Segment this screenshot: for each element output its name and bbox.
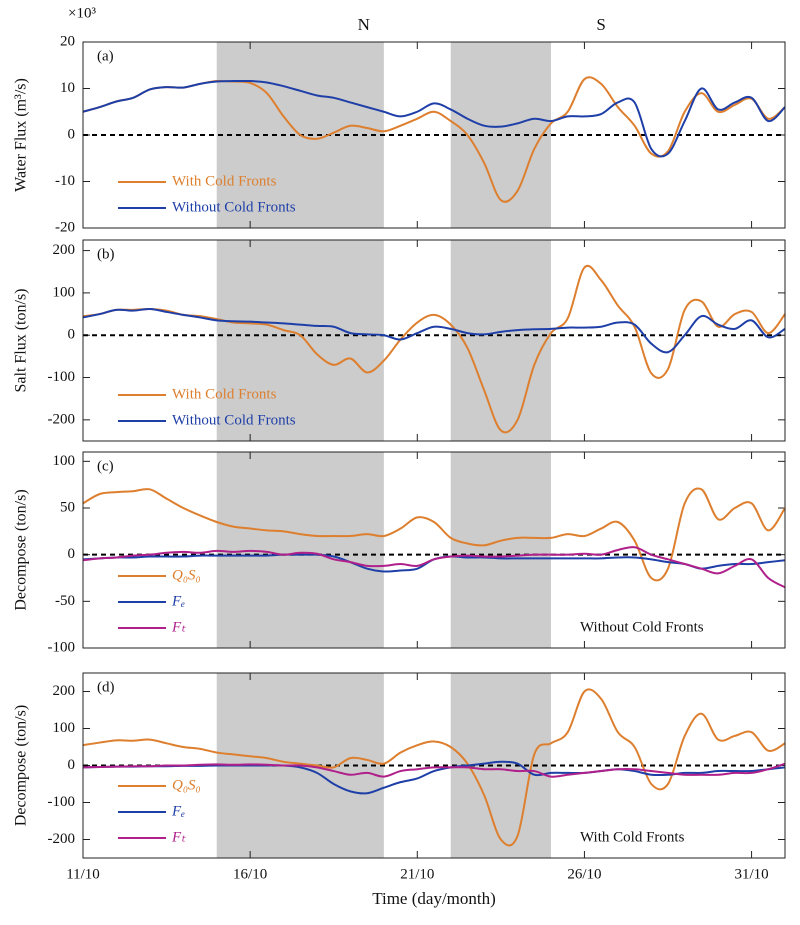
- legend-label: Without Cold Fronts: [172, 412, 296, 428]
- legend-label: Without Cold Fronts: [172, 199, 296, 215]
- panel-label: (c): [97, 458, 114, 474]
- series-line: [82, 760, 786, 795]
- legend-label: Q₀S₀: [172, 777, 201, 793]
- shaded-period: [216, 452, 384, 648]
- y-axis-label: Decompose (ton/s): [13, 705, 30, 826]
- panel-label: (a): [97, 48, 114, 64]
- legend-label: Fₜ: [171, 829, 186, 845]
- x-axis-label: Time (day/month): [372, 889, 496, 908]
- panel-note: Without Cold Fronts: [580, 619, 704, 635]
- series-line: [82, 264, 786, 434]
- series-line: [82, 487, 786, 582]
- y-axis-label: Water Flux (m³/s): [13, 78, 30, 192]
- y-tick-label: 200: [53, 242, 76, 258]
- x-tick-label: 16/10: [233, 866, 267, 882]
- series-line: [82, 307, 786, 354]
- series-line: [82, 79, 786, 158]
- y-tick-label: 50: [60, 499, 75, 515]
- y-tick-label: 0: [68, 126, 76, 142]
- y-tick-label: 100: [53, 453, 76, 469]
- plot-frame: [82, 672, 786, 859]
- y-tick-label: 200: [53, 683, 76, 699]
- legend-label: Q₀S₀: [172, 567, 201, 583]
- y-tick-label: -100: [48, 794, 76, 810]
- y-tick-label: -200: [48, 831, 76, 847]
- series-line: [82, 762, 786, 778]
- annotation: S: [596, 15, 605, 34]
- legend-label: Fₑ: [171, 803, 185, 819]
- x-tick-label: 26/10: [567, 866, 601, 882]
- y-tick-label: -200: [48, 411, 76, 427]
- y-tick-label: 0: [68, 327, 76, 343]
- y-tick-label: 100: [53, 284, 76, 300]
- plot-frame: [82, 451, 786, 649]
- legend-label: With Cold Fronts: [172, 386, 277, 402]
- annotation: N: [358, 15, 370, 34]
- y-tick-label: -100: [48, 639, 76, 655]
- y-multiplier: ×10³: [68, 5, 96, 21]
- plot-background: [83, 452, 785, 648]
- y-tick-label: 20: [60, 33, 75, 49]
- legend-label: With Cold Fronts: [172, 173, 277, 189]
- y-axis-label: Salt Flux (ton/s): [13, 288, 30, 392]
- series-line: [82, 546, 786, 589]
- shaded-period: [450, 240, 551, 441]
- y-tick-label: -50: [55, 593, 75, 609]
- panel-label: (d): [97, 679, 115, 695]
- y-tick-label: -10: [55, 173, 75, 189]
- x-tick-label: 11/10: [66, 866, 100, 882]
- y-tick-label: 100: [53, 720, 76, 736]
- shaded-period: [450, 452, 551, 648]
- panel-note: With Cold Fronts: [580, 829, 685, 845]
- shaded-period: [216, 240, 384, 441]
- plot-frame: [82, 41, 786, 229]
- y-tick-label: -100: [48, 369, 76, 385]
- legend-label: Fₜ: [171, 619, 186, 635]
- y-tick-label: 0: [68, 546, 76, 562]
- y-tick-label: 10: [60, 80, 75, 96]
- x-tick-label: 21/10: [400, 866, 434, 882]
- y-tick-label: 0: [68, 757, 76, 773]
- y-tick-label: -20: [55, 219, 75, 235]
- plot-frame: [82, 239, 786, 442]
- series-line: [82, 688, 786, 847]
- y-axis-label: Decompose (ton/s): [13, 489, 30, 610]
- x-tick-label: 31/10: [734, 866, 768, 882]
- legend-label: Fₑ: [171, 593, 185, 609]
- plot-background: [83, 240, 785, 441]
- panel-label: (b): [97, 246, 115, 262]
